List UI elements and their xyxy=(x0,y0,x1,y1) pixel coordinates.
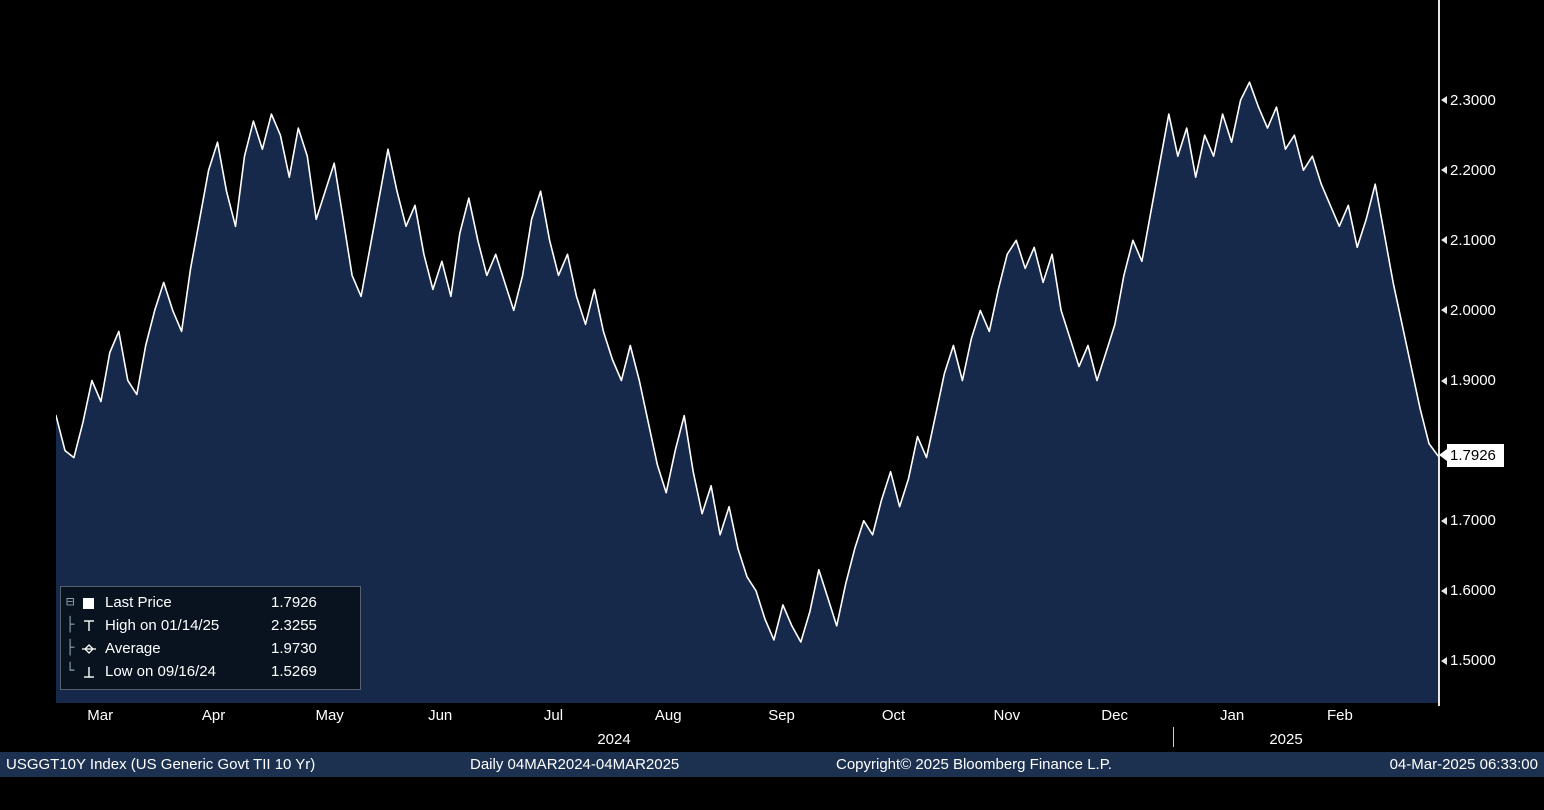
frequency-range: Daily 04MAR2024-04MAR2025 xyxy=(470,756,680,773)
x-axis-month-label: Mar xyxy=(87,707,114,724)
y-axis-tick-label: 2.3000 xyxy=(1450,91,1496,109)
price-line xyxy=(56,81,1438,643)
x-axis-year-2025: 2025 xyxy=(1269,731,1303,748)
y-axis-tick: 2.0000 xyxy=(1441,301,1496,319)
legend-label: Last Price xyxy=(105,594,172,611)
legend-label: High on 01/14/25 xyxy=(105,617,220,634)
y-axis-tick-label: 1.9000 xyxy=(1450,372,1496,390)
x-axis-month-label: Jun xyxy=(428,707,453,724)
last-price-square-icon xyxy=(81,595,105,611)
timestamp: 04-Mar-2025 06:33:00 xyxy=(1389,756,1538,773)
status-bar: USGGT10Y Index (US Generic Govt TII 10 Y… xyxy=(0,752,1544,777)
legend-value: 2.3255 xyxy=(271,617,317,634)
callout-arrow-icon xyxy=(1439,449,1447,462)
legend-value: 1.9730 xyxy=(271,640,317,657)
tick-arrow-icon xyxy=(1441,586,1447,595)
x-axis-month-label: May xyxy=(315,707,344,724)
legend-branch-icon: ├ xyxy=(66,640,75,656)
x-axis-month-label: Dec xyxy=(1101,707,1128,724)
y-axis-line xyxy=(1438,0,1440,706)
y-axis-tick: 2.2000 xyxy=(1441,161,1496,179)
legend-label: Low on 09/16/24 xyxy=(105,663,216,680)
average-marker-icon xyxy=(81,641,105,657)
y-axis-tick-label: 2.1000 xyxy=(1450,231,1496,249)
price-chart-plot-area[interactable] xyxy=(56,30,1438,703)
y-axis-tick: 1.7000 xyxy=(1441,512,1496,530)
tick-arrow-icon xyxy=(1441,376,1447,385)
x-axis-month-label: Oct xyxy=(881,707,906,724)
tick-arrow-icon xyxy=(1441,166,1447,175)
legend-row-average[interactable]: ├ Average 1.9730 xyxy=(66,637,354,660)
x-axis-year-2024: 2024 xyxy=(597,731,631,748)
x-axis-month-label: Sep xyxy=(768,707,795,724)
y-axis-tick-label: 2.2000 xyxy=(1450,161,1496,179)
last-price-value: 1.7926 xyxy=(1447,443,1504,467)
x-axis-month-label: Nov xyxy=(993,707,1021,724)
price-area-fill xyxy=(56,82,1438,703)
low-marker-icon xyxy=(81,664,105,680)
legend-collapse-icon[interactable]: ⊟ xyxy=(66,594,75,610)
legend-value: 1.7926 xyxy=(271,594,317,611)
legend-row-last-price[interactable]: ⊟ Last Price 1.7926 xyxy=(66,591,354,614)
tick-arrow-icon xyxy=(1441,516,1447,525)
y-axis-tick: 2.3000 xyxy=(1441,91,1496,109)
security-name: USGGT10Y Index (US Generic Govt TII 10 Y… xyxy=(6,756,316,773)
y-axis-tick: 1.5000 xyxy=(1441,652,1496,670)
x-axis-month-label: Aug xyxy=(654,707,682,724)
price-chart-svg xyxy=(56,81,1438,703)
tick-arrow-icon xyxy=(1441,96,1447,105)
y-axis-tick-label: 1.7000 xyxy=(1450,512,1496,530)
year-separator-tick xyxy=(1173,727,1174,747)
copyright-text: Copyright© 2025 Bloomberg Finance L.P. xyxy=(836,756,1112,773)
y-axis-tick: 1.6000 xyxy=(1441,582,1496,600)
legend-row-low[interactable]: └ Low on 09/16/24 1.5269 xyxy=(66,660,354,683)
y-axis-tick-label: 1.5000 xyxy=(1450,652,1496,670)
x-axis-month-label: Apr xyxy=(201,707,226,724)
legend-branch-icon: └ xyxy=(66,663,75,679)
legend-branch-icon: ├ xyxy=(66,617,75,633)
tick-arrow-icon xyxy=(1441,306,1447,315)
x-axis-month-label: Jul xyxy=(543,707,564,724)
y-axis-tick-label: 2.0000 xyxy=(1450,301,1496,319)
legend-value: 1.5269 xyxy=(271,663,317,680)
y-axis-tick: 1.9000 xyxy=(1441,372,1496,390)
y-axis-tick-label: 1.6000 xyxy=(1450,582,1496,600)
tick-arrow-icon xyxy=(1441,656,1447,665)
last-price-callout: 1.7926 xyxy=(1439,443,1504,467)
high-marker-icon xyxy=(81,618,105,634)
legend-label: Average xyxy=(105,640,161,657)
tick-arrow-icon xyxy=(1441,236,1447,245)
x-axis-month-label: Feb xyxy=(1326,707,1353,724)
chart-legend: ⊟ Last Price 1.7926 ├ High on 01/14/25 2… xyxy=(60,586,361,690)
y-axis-tick: 2.1000 xyxy=(1441,231,1496,249)
x-axis-month-label: Jan xyxy=(1219,707,1245,724)
legend-row-high[interactable]: ├ High on 01/14/25 2.3255 xyxy=(66,614,354,637)
